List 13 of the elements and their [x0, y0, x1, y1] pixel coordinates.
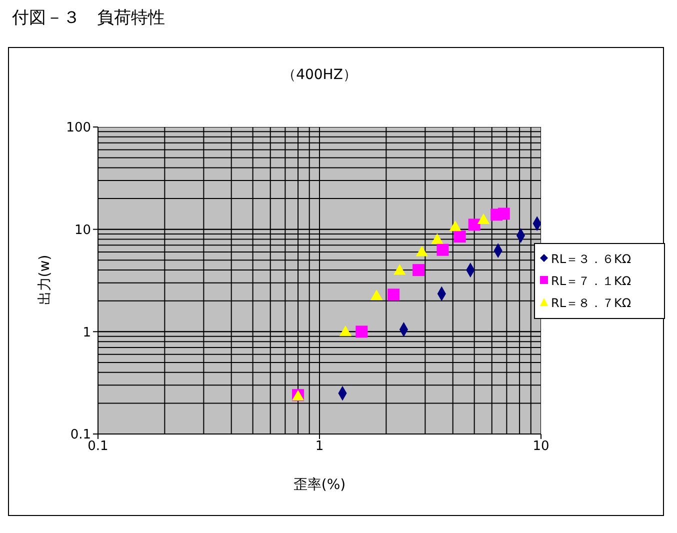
x-tick-label: 10 — [532, 439, 550, 454]
y-tick-label: 100 — [66, 120, 91, 136]
legend-label: RL＝８．７KΩ — [551, 296, 632, 310]
legend-label: RL＝３．６KΩ — [551, 252, 632, 266]
x-tick-label: 0.1 — [88, 439, 108, 454]
text: 付図－３ 負荷特性 — [12, 7, 165, 29]
x-tick-label: 1 — [315, 439, 324, 454]
x-axis-title: 歪率(%) — [292, 476, 347, 494]
y-tick-label: 10 — [74, 222, 91, 238]
chart-title: （400HZ） — [281, 66, 358, 84]
y-tick-label: 1 — [82, 325, 91, 340]
y-axis-title: 出力(w) — [36, 254, 54, 306]
legend-label: RL＝７．１KΩ — [551, 274, 632, 288]
